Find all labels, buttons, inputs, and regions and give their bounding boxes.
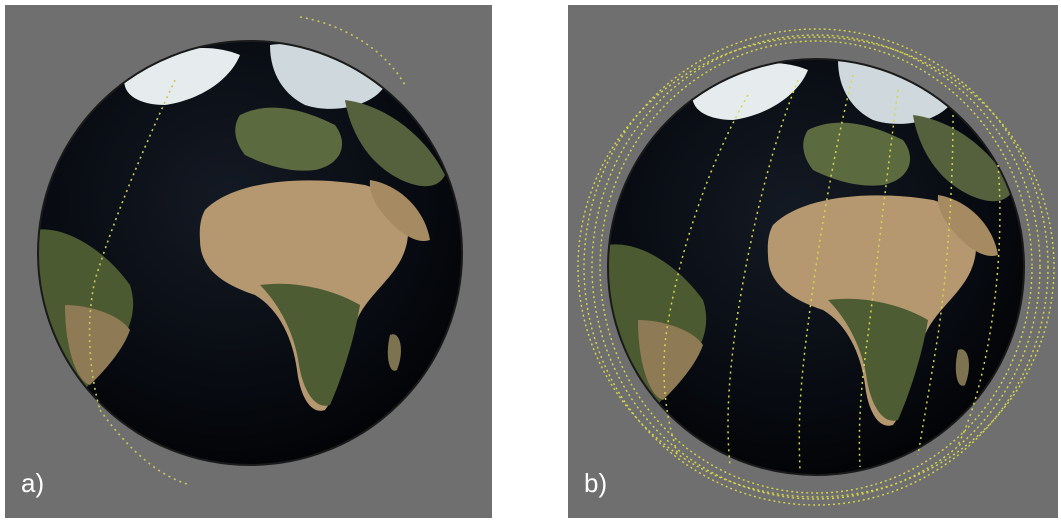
orbit-track-front [88,79,176,411]
earth-globe [37,40,463,466]
globe-orbit-figure-a [37,16,463,486]
panel-label: a) [21,468,45,498]
orbit-rings [577,28,1055,506]
panel-a: a) [5,5,492,518]
earth-globe [607,58,1025,476]
orbit-tracks-front [663,74,1001,471]
orbit-track [99,16,406,486]
panel-label: b) [584,468,608,498]
globe-orbit-figure-b [577,28,1055,506]
panel-b: b) [568,5,1058,518]
